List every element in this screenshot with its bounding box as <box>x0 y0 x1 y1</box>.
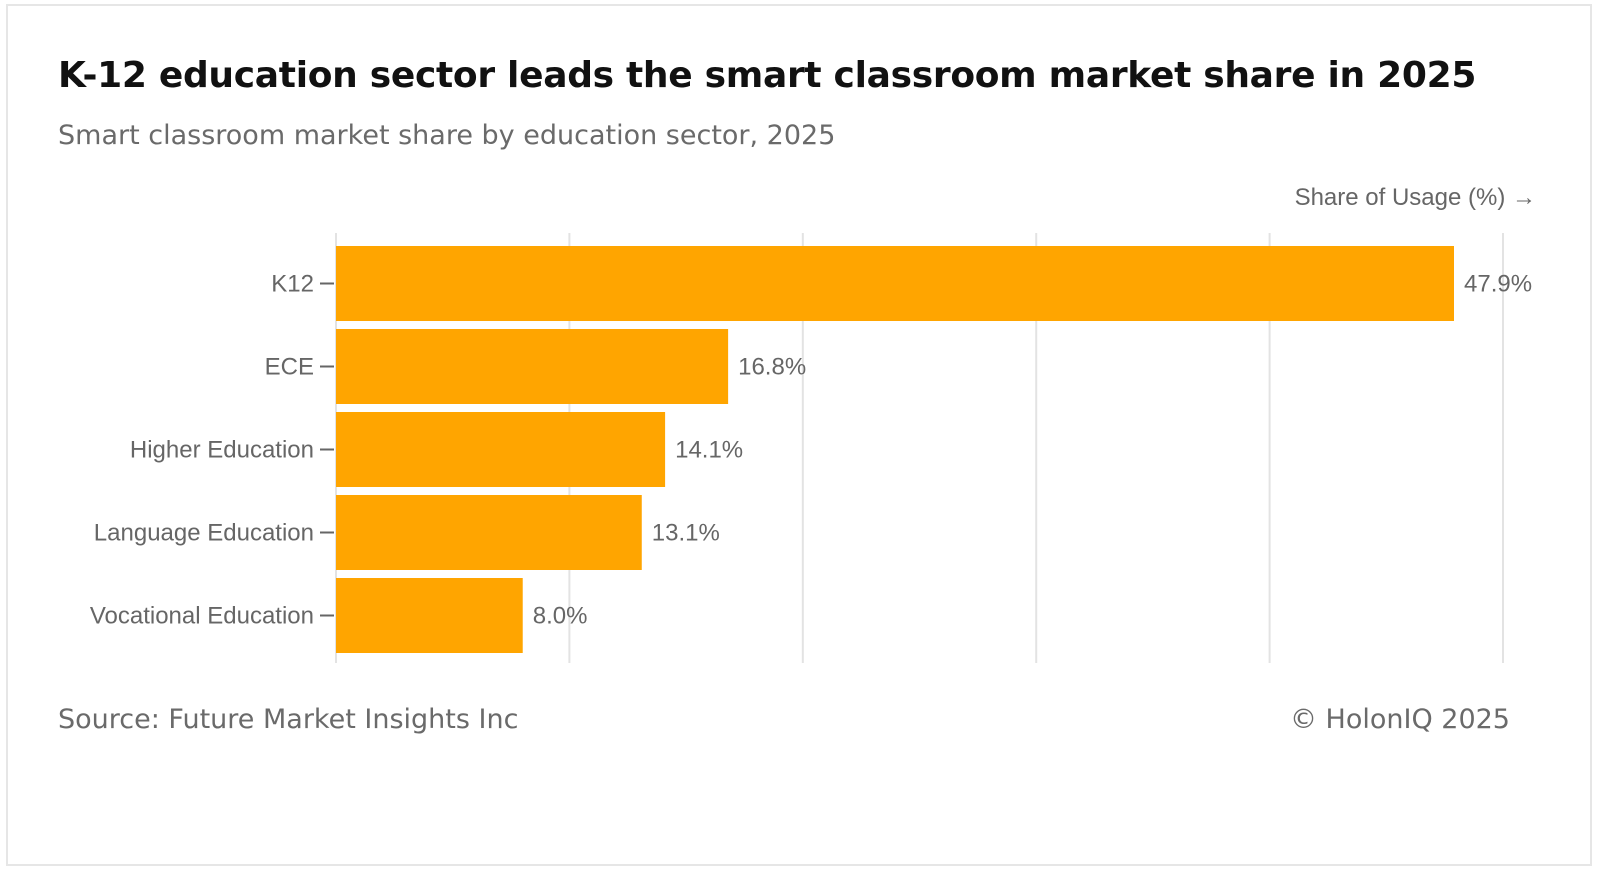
chart-card <box>6 4 1592 866</box>
bar-ece <box>336 329 729 404</box>
data-label: 8.0% <box>533 603 588 630</box>
copyright-note: © HolonIQ 2025 <box>1289 704 1510 735</box>
bar-language-education <box>336 495 642 570</box>
y-tick-label: ECE <box>265 354 314 381</box>
bar-k12 <box>336 246 1454 321</box>
chart-title: K-12 education sector leads the smart cl… <box>58 55 1477 96</box>
y-tick-label: Vocational Education <box>90 603 314 630</box>
x-axis-title: Share of Usage (%) → <box>1295 184 1536 211</box>
y-tick-label: Higher Education <box>130 437 314 464</box>
data-label: 14.1% <box>675 437 743 464</box>
chart-subtitle: Smart classroom market share by educatio… <box>58 120 836 151</box>
y-tick-label: Language Education <box>94 520 314 547</box>
data-label: 16.8% <box>738 354 806 381</box>
labels: K12 47.9% ECE 16.8% Higher Education 14.1% Lan… <box>90 271 1532 630</box>
bar-higher-education <box>336 412 666 487</box>
bar-chart: K12 47.9% ECE 16.8% Higher Education 14.1% Lan… <box>90 184 1536 663</box>
data-label: 47.9% <box>1464 271 1532 298</box>
bars <box>336 246 1454 653</box>
data-label: 13.1% <box>652 520 720 547</box>
y-tick-label: K12 <box>271 271 314 298</box>
source-note: Source: Future Market Insights Inc <box>58 704 519 735</box>
bar-vocational-education <box>336 578 523 653</box>
